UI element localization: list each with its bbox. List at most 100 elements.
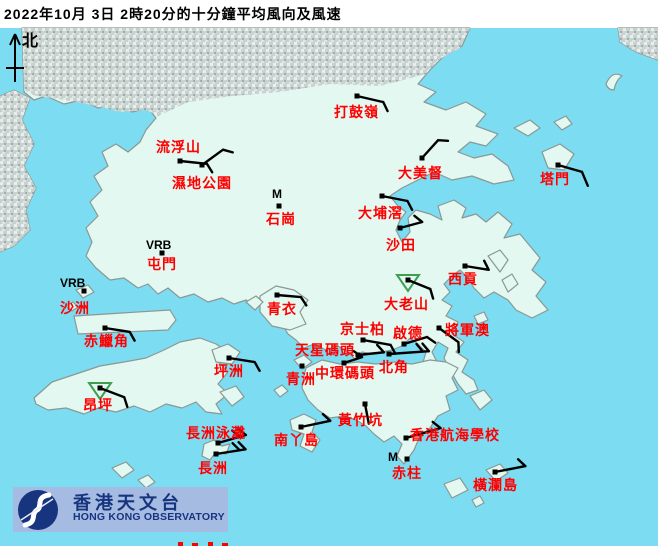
station-marker (226, 355, 232, 361)
station-label-cheung-chau: 長洲 (198, 461, 228, 477)
station-shek-kong: M 石崗 (265, 187, 296, 228)
station-marker (299, 363, 305, 369)
station-label-north-point: 北角 (379, 359, 409, 376)
station-tsing-yi: 青衣 (267, 292, 308, 318)
land-po-toi-islet (471, 495, 485, 508)
station-marker (341, 360, 347, 366)
wind-barb (275, 293, 308, 307)
station-marker (298, 424, 304, 430)
wind-barb (355, 94, 389, 113)
station-cheung-chau: 長洲 (198, 441, 247, 477)
station-label-star-ferry: 天星碼頭 (295, 343, 355, 359)
station-peng-chau: 坪洲 (214, 355, 261, 380)
wind-barb (387, 342, 431, 356)
station-label-cheung-chau-beach: 長洲泳灘 (186, 425, 246, 442)
station-sai-kung: 西貢 (448, 259, 490, 288)
hko-logo-slash (20, 498, 54, 521)
station-label-tap-mun: 塔門 (540, 171, 570, 188)
station-marker (419, 155, 425, 161)
land-kau-sai-chau (487, 249, 509, 273)
land-tap-mun (541, 143, 575, 171)
station-label-tai-po-kau: 大埔滘 (358, 205, 403, 222)
station-marker (81, 288, 87, 294)
station-label-tseung-kwan-o: 將軍澳 (445, 322, 490, 339)
north-arrow: 北 (6, 32, 38, 82)
station-hk-sea-school: 香港航海學校 (403, 420, 499, 444)
station-marker (404, 456, 410, 462)
station-label-sha-chau: 沙洲 (60, 301, 90, 317)
land-mainland (21, 27, 549, 395)
land-kau-yi-chau (273, 384, 289, 398)
station-marker (102, 325, 108, 331)
station-marker (386, 351, 392, 357)
land-jin-island (501, 273, 519, 293)
wind-barb (299, 412, 332, 429)
wind-barb (214, 441, 247, 456)
station-tap-mun: 塔門 (540, 162, 589, 188)
station-label-tuen-mun: 屯門 (147, 256, 177, 273)
station-tates-cairn: 大老山 (384, 274, 435, 313)
land-green-island (293, 354, 313, 370)
clipped-red-text-fragment (178, 542, 228, 546)
station-marker (97, 385, 103, 391)
station-north-point: 北角 (379, 342, 431, 376)
wind-barb (437, 326, 460, 354)
land-ma-wan (245, 295, 264, 311)
wind-barb (404, 420, 442, 440)
station-tuen-mun: VRB 屯門 (146, 238, 177, 273)
station-marker (360, 337, 366, 343)
station-stanley: M赤柱 (388, 450, 422, 482)
station-flag-tuen-mun: VRB (146, 238, 172, 252)
station-flag-stanley: M (388, 450, 398, 464)
wind-barb (356, 343, 386, 357)
station-label-ta-kwu-ling: 打鼓嶺 (334, 104, 379, 121)
station-sha-chau: VRB 沙洲 (60, 276, 90, 317)
station-label-central-pier: 中環碼頭 (315, 365, 375, 382)
wind-barb (200, 148, 234, 167)
station-marker (403, 435, 409, 441)
wind-barb (361, 338, 397, 355)
station-label-sha-tin: 沙田 (386, 238, 416, 254)
station-label-waglan: 橫瀾島 (473, 477, 518, 494)
station-marker (354, 93, 360, 99)
station-marker (405, 277, 411, 283)
station-lamma: 南丫島 (274, 412, 332, 449)
hko-logo-mark (18, 490, 58, 530)
wind-barb (98, 386, 129, 409)
station-marker (492, 469, 498, 475)
wind-barb (420, 139, 450, 160)
station-central-pier: 中環碼頭 (315, 350, 375, 382)
station-label-shek-kong: 石崗 (265, 211, 296, 228)
station-waglan: 橫瀾島 (473, 458, 527, 494)
urban-shenzhen (22, 28, 470, 116)
land-crooked-island (513, 119, 541, 137)
land-hei-ling-chau (219, 385, 245, 407)
station-label-tates-cairn: 大老山 (384, 296, 429, 313)
station-marker (362, 401, 368, 407)
station-label-sai-kung: 西貢 (448, 272, 478, 288)
station-label-wong-chuk-hang: 黃竹坑 (337, 412, 383, 429)
station-tai-mei-tuk: 大美督 (398, 139, 450, 182)
station-marker (213, 451, 219, 457)
station-label-wetland-park: 濕地公園 (172, 175, 232, 192)
station-tai-po-kau: 大埔滘 (358, 193, 414, 222)
wind-barb (342, 350, 364, 365)
wind-barb (216, 427, 248, 445)
hko-logo-bar: 香港天文台 HONG KONG OBSERVATORY (13, 487, 228, 532)
land-tung-lung (469, 389, 493, 411)
station-marker (159, 250, 165, 256)
wind-barb (363, 402, 370, 425)
land-ne-islet (553, 115, 573, 131)
hko-logo-chinese: 香港天文台 (73, 493, 183, 513)
wind-barb (227, 356, 261, 372)
landmasses (0, 27, 658, 508)
map-title: 2022年10月 3日 2時20分的十分鐘平均風向及風速 (4, 6, 342, 22)
station-label-kings-park: 京士柏 (340, 321, 385, 338)
station-label-tai-mei-tuk: 大美督 (398, 165, 443, 182)
station-label-stanley: 赤柱 (392, 465, 422, 482)
wind-barb (463, 259, 490, 271)
land-shelter-islet (473, 311, 489, 325)
wind-barb (493, 458, 527, 474)
station-green-island: 青洲 (286, 363, 315, 388)
station-label-lamma: 南丫島 (274, 432, 319, 449)
